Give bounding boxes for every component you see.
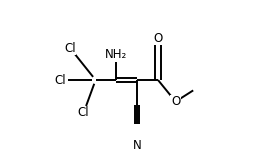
Text: Cl: Cl [78,106,89,119]
Text: N: N [133,139,142,152]
Text: O: O [153,32,162,45]
Text: Cl: Cl [55,73,66,87]
Text: O: O [171,95,180,108]
Text: Cl: Cl [64,41,76,55]
Text: NH₂: NH₂ [105,48,127,61]
